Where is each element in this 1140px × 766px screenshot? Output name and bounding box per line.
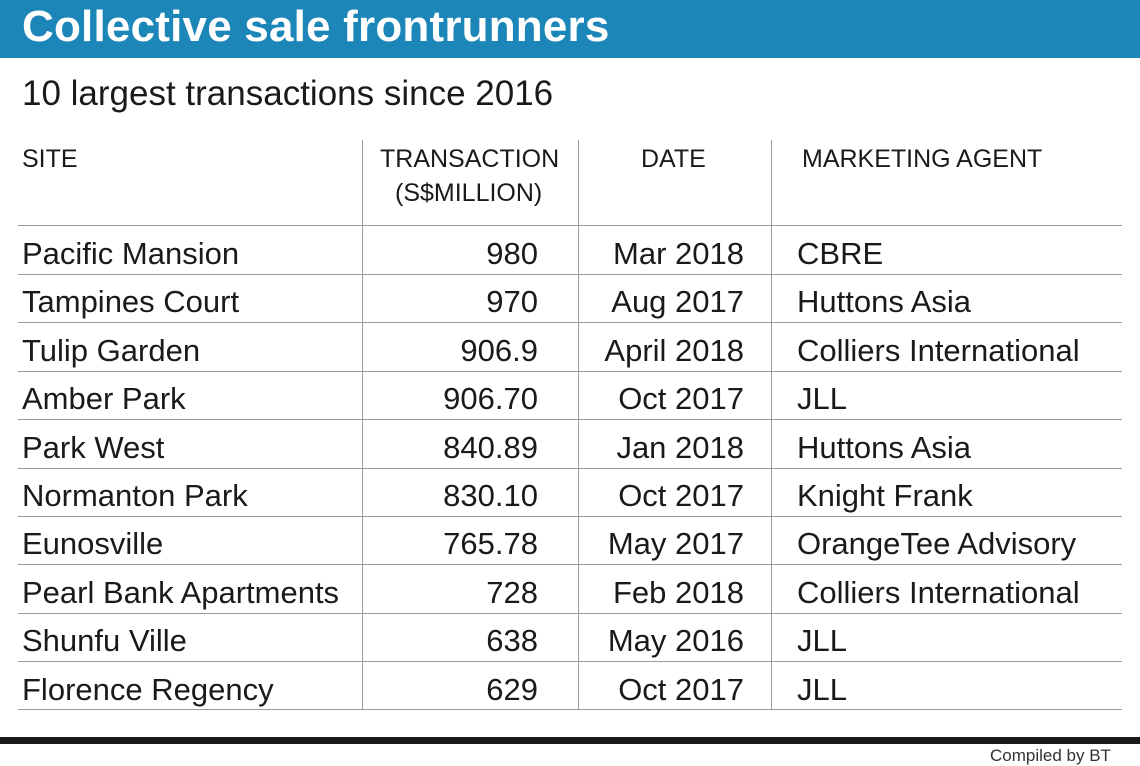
cell-date: May 2016 (607, 623, 744, 659)
cell-site: Shunfu Ville (22, 623, 187, 659)
cell-agent: JLL (797, 623, 847, 659)
page-subtitle: 10 largest transactions since 2016 (22, 74, 554, 113)
cell-date: Oct 2017 (618, 671, 744, 707)
footer-rule (0, 737, 1140, 744)
cell-agent: Huttons Asia (797, 284, 972, 320)
cell-transaction: 728 (486, 574, 538, 610)
table-bottom-divider (18, 709, 1122, 710)
cell-transaction: 840.89 (443, 429, 538, 465)
cell-date: Aug 2017 (611, 284, 744, 320)
cell-site: Eunosville (22, 526, 164, 562)
cell-agent: OrangeTee Advisory (797, 526, 1077, 562)
page-title: Collective sale frontrunners (22, 2, 610, 51)
cell-agent: CBRE (797, 236, 884, 271)
cell-date: Oct 2017 (618, 381, 744, 417)
cell-date: Feb 2018 (613, 574, 744, 610)
cell-transaction: 906.9 (460, 332, 538, 368)
cell-date: Oct 2017 (618, 478, 744, 513)
row-divider (18, 322, 1122, 324)
row-divider (18, 564, 1122, 566)
table-row: Eunosville 765.78 May 2017 OrangeTee Adviso… (0, 518, 1140, 566)
column-divider (578, 140, 579, 710)
table-row: Tampines Court 970 Aug 2017 Huttons Asia (0, 276, 1140, 324)
cell-agent: JLL (797, 381, 847, 417)
cell-transaction: 638 (486, 623, 538, 659)
row-divider (18, 516, 1122, 517)
cell-site: Tulip Garden (22, 332, 201, 368)
header-date: DATE (641, 145, 706, 173)
cell-site: Pacific Mansion (22, 236, 240, 271)
cell-agent: Colliers International (797, 574, 1080, 610)
cell-site: Pearl Bank Apartments (22, 574, 340, 610)
cell-date: Mar 2018 (613, 236, 744, 271)
table-row: Florence Regency 629 Oct 2017 JLL (0, 664, 1140, 712)
column-divider (362, 140, 363, 710)
source-credit: Compiled by BT (990, 746, 1111, 765)
row-divider (18, 661, 1122, 663)
cell-site: Amber Park (22, 381, 186, 417)
header-agent: MARKETING AGENT (802, 145, 1043, 173)
row-divider (18, 467, 1122, 469)
row-divider (18, 274, 1122, 275)
cell-date: April 2018 (604, 332, 744, 368)
header-divider (18, 225, 1122, 226)
table-row: Normanton Park 830.10 Oct 2017 Knight Frank (0, 470, 1140, 518)
cell-agent: Huttons Asia (797, 429, 972, 465)
cell-transaction: 980 (486, 236, 538, 271)
row-divider (18, 419, 1122, 421)
title-bar: Collective sale frontrunners (0, 0, 1140, 58)
table-row: Amber Park 906.70 Oct 2017 JLL (0, 373, 1140, 421)
cell-date: May 2017 (607, 526, 744, 562)
header-transaction: TRANSACTION (380, 145, 560, 173)
cell-site: Normanton Park (22, 478, 248, 513)
cell-transaction: 629 (486, 671, 538, 707)
cell-transaction: 765.78 (443, 526, 538, 562)
cell-transaction: 830.10 (443, 478, 538, 513)
table-row: Shunfu Ville 638 May 2016 JLL (0, 615, 1140, 663)
cell-site: Florence Regency (22, 671, 274, 707)
cell-site: Tampines Court (22, 284, 240, 320)
table-row: Pacific Mansion 980 Mar 2018 CBRE (0, 228, 1140, 276)
cell-date: Jan 2018 (616, 429, 744, 465)
cell-transaction: 970 (486, 284, 538, 320)
header-site: SITE (22, 145, 78, 173)
cell-agent: Colliers International (797, 332, 1080, 368)
cell-site: Park West (22, 429, 165, 465)
table-row: Pearl Bank Apartments 728 Feb 2018 Colliers… (0, 567, 1140, 615)
row-divider (18, 612, 1122, 614)
cell-agent: JLL (797, 671, 847, 707)
header-transaction-unit: (S$MILLION) (395, 179, 543, 207)
table-row: Tulip Garden 906.9 April 2018 Colliers Inte… (0, 325, 1140, 373)
column-divider (771, 140, 772, 710)
cell-agent: Knight Frank (797, 478, 973, 513)
row-divider (18, 370, 1122, 372)
table-row: Park West 840.89 Jan 2018 Huttons Asia (0, 422, 1140, 470)
cell-transaction: 906.70 (443, 381, 538, 417)
